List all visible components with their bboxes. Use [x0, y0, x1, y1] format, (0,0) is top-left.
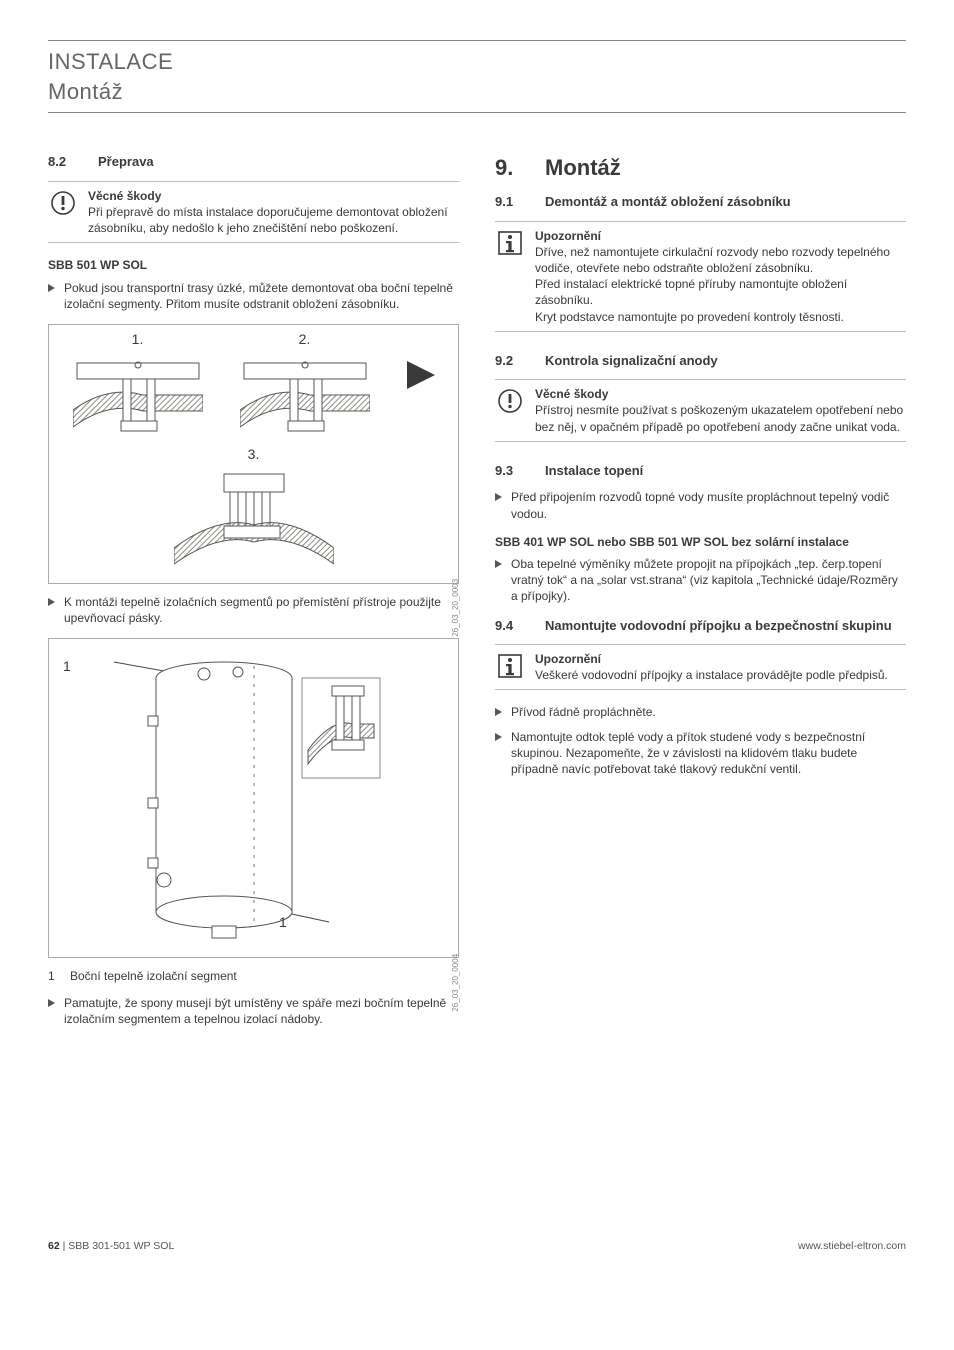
sec-num: 9.4 [495, 617, 525, 635]
legend-num: 1 [48, 968, 60, 984]
columns: 8.2 Přeprava Věcné škody Při přepravě do… [48, 153, 906, 1039]
note-92: Věcné škody Přístroj nesmíte používat s … [495, 379, 906, 442]
list-after-fig1: K montáži tepelně izolačních segmentů po… [48, 594, 459, 626]
sec-title: Přeprava [98, 153, 459, 171]
info-icon [495, 228, 525, 325]
arrow-right-icon [407, 361, 435, 389]
sec-num: 9. [495, 153, 525, 183]
callout-1a: 1 [63, 657, 71, 676]
note-body: Přístroj nesmíte používat s poškozeným u… [535, 402, 906, 434]
note-text: Upozornění Dříve, než namontujete cirkul… [535, 228, 906, 325]
sec-num: 9.2 [495, 352, 525, 370]
list-sbb501: Pokud jsou transportní trasy úzké, můžet… [48, 280, 459, 312]
page-header: INSTALACE Montáž [48, 47, 906, 106]
figure-brackets: 1. 2. [48, 324, 459, 584]
heading-9: 9. Montáž [495, 153, 906, 183]
page-number: 62 [48, 1240, 60, 1252]
list-item: Před připojením rozvodů topné vody musít… [495, 489, 906, 521]
note-title: Věcné škody [535, 386, 906, 402]
note-text: Věcné škody Při přepravě do místa instal… [88, 188, 459, 237]
list-93: Před připojením rozvodů topné vody musít… [495, 489, 906, 521]
sec-title: Kontrola signalizační anody [545, 352, 906, 370]
header-line2: Montáž [48, 77, 906, 107]
footer-url: www.stiebel-eltron.com [798, 1239, 906, 1253]
legend: 1 Boční tepelně izolační segment [48, 968, 459, 984]
note-text: Věcné škody Přístroj nesmíte používat s … [535, 386, 906, 435]
note-damage-transport: Věcné škody Při přepravě do místa instal… [48, 181, 459, 244]
fig1-label-2: 2. [240, 330, 370, 349]
rule-bottom [48, 112, 906, 113]
note-text: Upozornění Veškeré vodovodní přípojky a … [535, 651, 888, 683]
list-item: Přívod řádně propláchněte. [495, 704, 906, 720]
fig1-label-3: 3. [174, 445, 334, 464]
sec-num: 9.3 [495, 462, 525, 480]
legend-text: Boční tepelně izolační segment [70, 968, 237, 984]
list-item: Oba tepelné výměníky můžete propojit na … [495, 556, 906, 605]
sec-title: Demontáž a montáž obložení zásobníku [545, 193, 906, 211]
info-icon [495, 651, 525, 683]
bracket-svg-3 [174, 470, 334, 565]
sec-title: Montáž [545, 153, 906, 183]
footer-model: SBB 301-501 WP SOL [68, 1240, 174, 1252]
note-title: Věcné škody [88, 188, 459, 204]
figure-tank: 1 [48, 638, 459, 958]
rule-top [48, 40, 906, 41]
fig1-label-1: 1. [73, 330, 203, 349]
heading-sbb501: SBB 501 WP SOL [48, 257, 459, 273]
bracket-svg-2 [240, 355, 370, 445]
list-item: Pamatujte, že spony musejí být umístěny … [48, 995, 459, 1027]
sec-title: Namontujte vodovodní přípojku a bezpečno… [545, 617, 906, 635]
heading-9-3: 9.3 Instalace topení [495, 462, 906, 480]
footer-left: 62 | SBB 301-501 WP SOL [48, 1239, 174, 1253]
list-final-left: Pamatujte, že spony musejí být umístěny … [48, 995, 459, 1027]
heading-9-2: 9.2 Kontrola signalizační anody [495, 352, 906, 370]
list-item: Namontujte odtok teplé vody a přítok stu… [495, 729, 906, 778]
callout-1b: 1 [279, 913, 287, 932]
heading-93b: SBB 401 WP SOL nebo SBB 501 WP SOL bez s… [495, 534, 906, 550]
list-item: Pokud jsou transportní trasy úzké, můžet… [48, 280, 459, 312]
note-94: Upozornění Veškeré vodovodní přípojky a … [495, 644, 906, 690]
heading-8-2: 8.2 Přeprava [48, 153, 459, 171]
right-column: 9. Montáž 9.1 Demontáž a montáž obložení… [495, 153, 906, 1039]
bracket-svg-1 [73, 355, 203, 445]
heading-9-4: 9.4 Namontujte vodovodní přípojku a bezp… [495, 617, 906, 635]
sec-title: Instalace topení [545, 462, 906, 480]
bang-icon [48, 188, 78, 237]
note-body-p3: Kryt podstavce namontujte po provedení k… [535, 309, 906, 325]
note-title: Upozornění [535, 651, 888, 667]
list-94: Přívod řádně propláchněte. Namontujte od… [495, 704, 906, 777]
note-body-p1: Dříve, než namontujete cirkulační rozvod… [535, 244, 906, 276]
list-93b: Oba tepelné výměníky můžete propojit na … [495, 556, 906, 605]
left-column: 8.2 Přeprava Věcné škody Při přepravě do… [48, 153, 459, 1039]
sec-num: 9.1 [495, 193, 525, 211]
note-91: Upozornění Dříve, než namontujete cirkul… [495, 221, 906, 332]
note-body-p2: Před instalací elektrické topné příruby … [535, 276, 906, 308]
sec-num: 8.2 [48, 153, 78, 171]
tank-svg [104, 648, 404, 948]
note-title: Upozornění [535, 228, 906, 244]
bang-icon [495, 386, 525, 435]
footer: 62 | SBB 301-501 WP SOL www.stiebel-eltr… [48, 1239, 906, 1253]
list-item: K montáži tepelně izolačních segmentů po… [48, 594, 459, 626]
note-body: Veškeré vodovodní přípojky a instalace p… [535, 667, 888, 683]
note-body: Při přepravě do místa instalace doporuču… [88, 204, 459, 236]
header-line1: INSTALACE [48, 47, 906, 77]
heading-9-1: 9.1 Demontáž a montáž obložení zásobníku [495, 193, 906, 211]
